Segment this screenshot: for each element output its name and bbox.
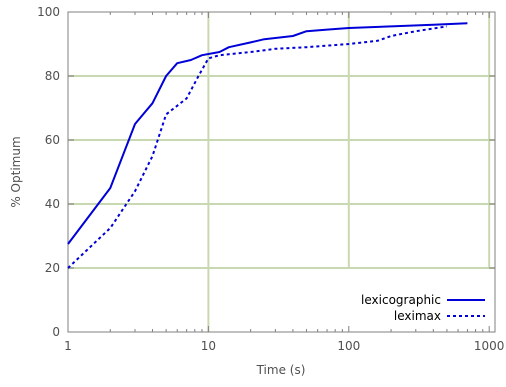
- x-tick-label: 100: [337, 339, 360, 353]
- axis-ticks: 1 10 100 1000 0 20 40 60 80 100: [37, 5, 504, 353]
- grid: [68, 12, 495, 332]
- legend-label: leximax: [394, 309, 441, 323]
- x-axis-label: Time (s): [256, 363, 306, 377]
- legend: lexicographic leximax: [361, 293, 485, 323]
- x-tick-label: 1000: [474, 339, 505, 353]
- y-tick-label: 100: [37, 5, 60, 19]
- y-axis-label: % Optimum: [9, 136, 23, 207]
- plot-area-frame: [67, 11, 496, 333]
- legend-label: lexicographic: [361, 293, 441, 307]
- x-tick-label: 10: [201, 339, 216, 353]
- series-line-leximax: [67, 25, 448, 269]
- x-tick-label: 1: [64, 339, 72, 353]
- series-lines: [67, 22, 468, 269]
- y-tick-label: 20: [45, 261, 60, 275]
- y-tick-label: 80: [45, 69, 60, 83]
- y-tick-label: 0: [52, 325, 60, 339]
- series-line-lexicographic: [67, 22, 468, 245]
- y-tick-label: 40: [45, 197, 60, 211]
- y-tick-label: 60: [45, 133, 60, 147]
